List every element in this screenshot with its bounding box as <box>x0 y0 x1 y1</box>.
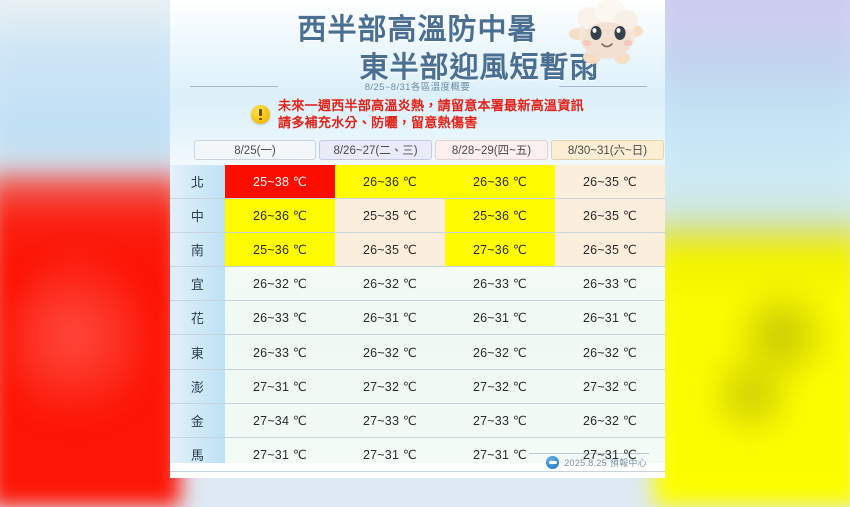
temp-cell-r3-c1: 26~32 ℃ <box>335 266 445 302</box>
table-row: 中 26~36 ℃ 25~35 ℃ 25~36 ℃ 26~35 ℃ <box>170 198 665 234</box>
warning-text-line1: 未來一週西半部高溫炎熱，請留意本署最新高溫資訊 <box>278 98 584 113</box>
temp-cell-r4-c3: 26~31 ℃ <box>555 300 665 336</box>
weather-poster: 西半部高溫防中暑 東半部迎風短暫雨 8/25~8/31各區溫度概要 未來一週西半 <box>170 0 665 478</box>
row-label-8: 馬 <box>170 437 225 472</box>
temp-cell-r2-c2: 27~36 ℃ <box>445 232 555 268</box>
temperature-table: 北 25~38 ℃ 26~36 ℃ 26~36 ℃ 26~35 ℃ 中 26~36 ℃ 25~… <box>170 165 665 472</box>
temp-cell-r0-c1: 26~36 ℃ <box>335 165 445 200</box>
date-chip-3[interactable]: 8/30~31(六~日) <box>551 140 664 160</box>
table-row: 馬 27~31 ℃ 27~31 ℃ 27~31 ℃ 27~31 ℃ <box>170 437 665 472</box>
temp-cell-r1-c3: 26~35 ℃ <box>555 198 665 234</box>
temp-cell-r7-c3: 26~32 ℃ <box>555 403 665 438</box>
page-title-line1: 西半部高溫防中暑 <box>297 12 538 46</box>
temp-cell-r7-c0: 27~34 ℃ <box>225 403 335 438</box>
temp-cell-r6-c2: 27~32 ℃ <box>445 369 555 404</box>
date-range-header: 8/25(一) 8/26~27(二、三) 8/28~29(四~五) 8/30~3… <box>194 140 664 160</box>
temp-cell-r7-c1: 27~33 ℃ <box>335 403 445 438</box>
temp-cell-r6-c0: 27~31 ℃ <box>225 369 335 404</box>
background-right-blob-lower <box>696 355 806 435</box>
temp-cell-r4-c1: 26~31 ℃ <box>335 300 445 336</box>
background-left-blob <box>10 250 150 440</box>
temp-cell-r6-c1: 27~32 ℃ <box>335 369 445 404</box>
row-label-0: 北 <box>170 165 225 200</box>
table-row: 北 25~38 ℃ 26~36 ℃ 26~36 ℃ 26~35 ℃ <box>170 165 665 200</box>
temp-cell-r5-c3: 26~32 ℃ <box>555 334 665 370</box>
row-label-7: 金 <box>170 403 225 438</box>
temp-cell-r6-c3: 27~32 ℃ <box>555 369 665 404</box>
temp-cell-r0-c3: 26~35 ℃ <box>555 165 665 200</box>
table-row: 澎 27~31 ℃ 27~32 ℃ 27~32 ℃ 27~32 ℃ <box>170 369 665 404</box>
row-label-1: 中 <box>170 198 225 234</box>
temp-cell-r1-c0: 26~36 ℃ <box>225 198 335 234</box>
temp-cell-r0-c2: 26~36 ℃ <box>445 165 555 200</box>
divider-left <box>190 86 278 87</box>
temp-cell-r1-c2: 25~36 ℃ <box>445 198 555 234</box>
subtitle: 8/25~8/31各區溫度概要 <box>364 82 471 93</box>
date-chip-0[interactable]: 8/25(一) <box>194 140 316 160</box>
heat-warning-banner: 未來一週西半部高溫炎熱，請留意本署最新高溫資訊 請多補充水分、防曬，留意熱傷害 <box>170 98 665 131</box>
divider-right <box>559 86 647 87</box>
table-row: 宜 26~32 ℃ 26~32 ℃ 26~33 ℃ 26~33 ℃ <box>170 266 665 302</box>
temp-cell-r4-c0: 26~33 ℃ <box>225 300 335 336</box>
temp-cell-r4-c2: 26~31 ℃ <box>445 300 555 336</box>
temp-cell-r3-c2: 26~33 ℃ <box>445 266 555 302</box>
temp-cell-r5-c1: 26~32 ℃ <box>335 334 445 370</box>
cloud-sheep-mascot-icon <box>569 0 643 64</box>
temp-cell-r8-c1: 27~31 ℃ <box>335 437 445 472</box>
date-chip-2[interactable]: 8/28~29(四~五) <box>435 140 548 160</box>
table-row: 南 25~36 ℃ 26~35 ℃ 27~36 ℃ 26~35 ℃ <box>170 232 665 268</box>
warning-text-line2: 請多補充水分、防曬，留意熱傷害 <box>278 114 478 130</box>
temp-cell-r3-c0: 26~32 ℃ <box>225 266 335 302</box>
temp-cell-r5-c2: 26~32 ℃ <box>445 334 555 370</box>
row-label-3: 宜 <box>170 266 225 302</box>
temp-cell-r2-c0: 25~36 ℃ <box>225 232 335 268</box>
row-label-4: 花 <box>170 300 225 336</box>
temp-cell-r2-c3: 26~35 ℃ <box>555 232 665 268</box>
temp-cell-r3-c3: 26~33 ℃ <box>555 266 665 302</box>
temp-cell-r2-c1: 26~35 ℃ <box>335 232 445 268</box>
page-title-line2: 東半部迎風短暫雨 <box>359 50 600 84</box>
row-label-6: 澎 <box>170 369 225 404</box>
row-label-5: 東 <box>170 334 225 370</box>
row-label-2: 南 <box>170 232 225 268</box>
temp-cell-r8-c0: 27~31 ℃ <box>225 437 335 472</box>
table-row: 東 26~33 ℃ 26~32 ℃ 26~32 ℃ 26~32 ℃ <box>170 334 665 370</box>
temp-cell-r0-c0: 25~38 ℃ <box>225 165 335 200</box>
table-row: 金 27~34 ℃ 27~33 ℃ 27~33 ℃ 26~32 ℃ <box>170 403 665 438</box>
temp-cell-r5-c0: 26~33 ℃ <box>225 334 335 370</box>
temp-cell-r8-c3: 27~31 ℃ <box>555 437 665 472</box>
temp-cell-r7-c2: 27~33 ℃ <box>445 403 555 438</box>
temp-cell-r8-c2: 27~31 ℃ <box>445 437 555 472</box>
date-chip-1[interactable]: 8/26~27(二、三) <box>319 140 432 160</box>
temperature-table-wrapper: 北 25~38 ℃ 26~36 ℃ 26~36 ℃ 26~35 ℃ 中 26~36 ℃ 25~… <box>170 165 665 472</box>
temp-cell-r1-c1: 25~35 ℃ <box>335 198 445 234</box>
warning-exclamation-icon <box>251 105 271 124</box>
table-row: 花 26~33 ℃ 26~31 ℃ 26~31 ℃ 26~31 ℃ <box>170 300 665 336</box>
